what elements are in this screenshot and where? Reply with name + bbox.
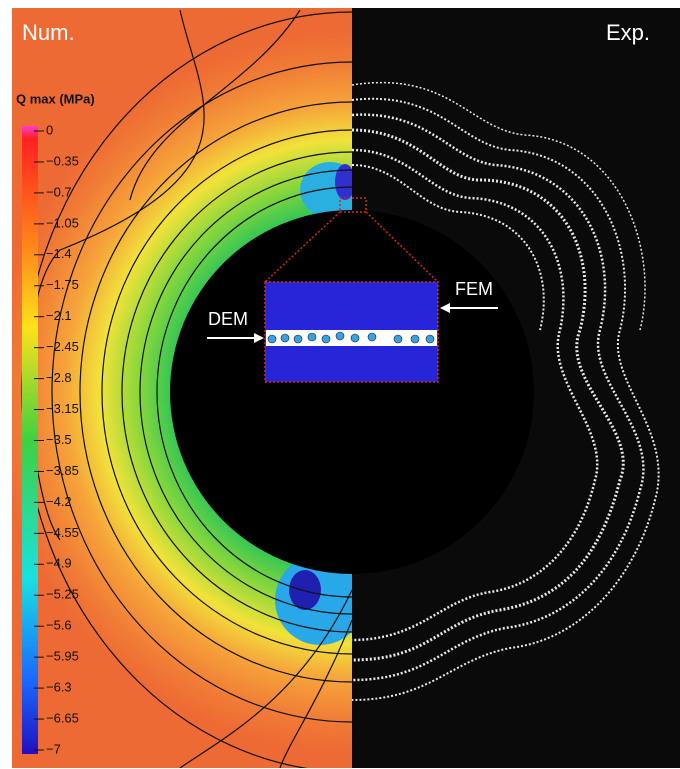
tick-label: −0.7	[46, 184, 72, 199]
tick-label: −6.65	[46, 710, 79, 725]
tick-label: −5.25	[46, 587, 79, 602]
tick-label: −5.95	[46, 649, 79, 664]
tick-label: −6.3	[46, 680, 72, 695]
tick-label: −5.6	[46, 618, 72, 633]
exp-label: Exp.	[606, 20, 650, 45]
tick-label: −4.2	[46, 494, 72, 509]
tick-label: −3.85	[46, 463, 79, 478]
zoom-lines	[264, 197, 439, 283]
inset	[264, 281, 439, 383]
dem-label: DEM	[208, 309, 248, 329]
tick-label: −4.9	[46, 556, 72, 571]
tick-label: −2.45	[46, 339, 79, 354]
tick-label: −7	[46, 741, 61, 756]
colorbar-ticks: 0 −0.35 −0.7 −1.05 −1.4 −1.75 −2.1 −2.45 −2.8 −3.…	[34, 122, 79, 756]
tick-label: −1.05	[46, 215, 79, 230]
disk	[170, 210, 534, 574]
tick-label: 0	[46, 122, 53, 137]
colorbar	[22, 126, 38, 754]
tick-label: −0.35	[46, 153, 79, 168]
tick-label: −1.75	[46, 277, 79, 292]
arrows	[207, 303, 498, 343]
tick-label: −1.4	[46, 246, 72, 261]
tick-label: −2.8	[46, 370, 72, 385]
num-label: Num.	[22, 20, 75, 45]
fem-label: FEM	[455, 279, 493, 299]
tick-label: −4.55	[46, 525, 79, 540]
tick-label: −3.5	[46, 432, 72, 447]
tick-label: −3.15	[46, 401, 79, 416]
colorbar-title: Q max (MPa)	[16, 91, 95, 106]
tick-label: −2.1	[46, 308, 72, 323]
